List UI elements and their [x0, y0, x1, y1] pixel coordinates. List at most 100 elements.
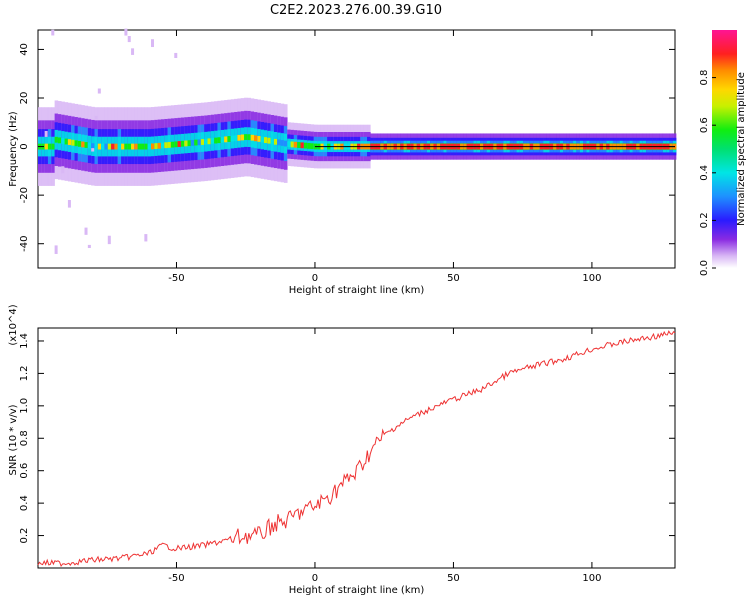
spectrogram-cell: [200, 139, 205, 145]
spectrogram-panel: -50 0 50 100 -40 -20 0 20 40 Height of straight…: [8, 28, 677, 296]
snr-x-axis-label: Height of straight line (km): [289, 585, 425, 596]
spectrogram-cell: [220, 136, 225, 143]
spectrogram-cell: [257, 135, 261, 142]
spectrogram-cell: [280, 140, 285, 146]
spectrogram-cell: [64, 138, 69, 145]
spectrogram-cell: [147, 143, 152, 150]
spectrogram-cell: [127, 143, 132, 150]
spectrogram-cell: [260, 136, 265, 143]
x-tick-label: 0: [312, 273, 318, 284]
spectrogram-cell: [137, 143, 142, 150]
y-tick-label: 1.4: [19, 333, 30, 349]
spectrogram-cell: [51, 143, 55, 150]
spectrogram-cell: [61, 138, 65, 144]
snr-y-multiplier: (x10^4): [8, 304, 19, 345]
spectrogram-cell: [217, 137, 222, 144]
spectrogram-cell: [84, 142, 89, 148]
spectrogram-cell: [177, 141, 182, 147]
colorbar-tick-label: 0.4: [699, 165, 710, 181]
y-tick-label: 0.4: [19, 495, 30, 511]
spectrogram-cell: [81, 141, 85, 148]
spectrogram-cell: [44, 143, 49, 150]
spectrogram-cell: [247, 134, 251, 141]
spectrogram-cell: [47, 143, 52, 150]
spectrogram-y-axis: -40 -20 0 20 40: [19, 43, 675, 252]
colorbar-tick-label: 0.6: [699, 117, 710, 133]
spectrogram-cell: [310, 143, 315, 150]
spectrogram-cell: [254, 135, 258, 142]
colorbar-tick-label: 0.2: [699, 212, 710, 228]
spectrogram-cell: [131, 143, 135, 150]
spectrogram-cell: [214, 137, 218, 144]
snr-y-axis: 0.2 0.4 0.6 0.8 1.0 1.2 1.4: [19, 333, 675, 544]
spectrogram-cell: [210, 138, 215, 144]
spectrogram-cell: [267, 137, 271, 144]
y-tick-label: 40: [19, 43, 30, 56]
spectrogram-cell: [107, 143, 112, 150]
spectrogram-cell: [94, 115, 98, 120]
spectrogram-cell: [74, 140, 79, 147]
spectrogram-cell: [141, 143, 145, 150]
spectrogram-cell: [174, 52, 178, 59]
spectrogram-cell: [244, 134, 248, 140]
spectrogram-cell: [87, 142, 92, 149]
colorbar-tick-label: 0.8: [699, 70, 710, 86]
figure-title: C2E2.2023.276.00.39.G10: [270, 3, 442, 18]
y-tick-label: -40: [19, 236, 30, 252]
y-tick-label: 1.2: [19, 365, 30, 381]
spectrogram-cell: [150, 39, 154, 48]
spectrogram-cell: [127, 35, 131, 43]
y-tick-label: 0.2: [19, 528, 30, 544]
spectrogram-cell: [77, 140, 82, 147]
spectrogram-cell: [107, 235, 111, 245]
spectrogram-x-axis: -50 0 50 100: [168, 30, 601, 284]
spectrogram-cell: [160, 142, 165, 149]
spectrogram-cell: [157, 142, 162, 149]
colorbar: 0.0 0.2 0.4 0.6 0.8 Normalized spectral ampl…: [699, 30, 747, 276]
spectrogram-cell: [273, 138, 278, 145]
spectrogram-cell: [91, 148, 95, 152]
snr-panel: -50 0 50 100 0.2 0.4 0.6 0.8 1.0 1.2 1.4 Height o…: [8, 304, 676, 596]
y-tick-label: 0: [19, 143, 30, 149]
spectrogram-cell: [290, 141, 295, 148]
y-tick-label: 0.8: [19, 430, 30, 446]
spectrogram-cell: [167, 142, 172, 148]
spectrogram-cell: [303, 142, 308, 149]
snr-x-axis: -50 0 50 100: [168, 328, 601, 584]
spectrogram-cell: [170, 141, 175, 148]
spectrogram-cell: [87, 244, 91, 249]
spectrogram-cell: [131, 48, 135, 55]
spectrogram-cell: [54, 245, 58, 254]
spectrogram-cell: [67, 139, 72, 146]
spectrogram-cell: [297, 142, 301, 148]
spectrogram-cell: [84, 227, 88, 235]
spectrogram-cell: [54, 136, 59, 143]
spectrogram-cell: [194, 139, 198, 146]
spectrogram-cell: [101, 143, 105, 150]
colorbar-label: Normalized spectral amplitude: [736, 72, 747, 226]
x-tick-label: 50: [447, 573, 460, 584]
spectrogram-cell: [263, 137, 268, 143]
spectrogram-cell: [300, 142, 305, 149]
spectrogram-cell: [114, 143, 119, 150]
spectrogram-y-axis-label: Frequency (Hz): [8, 111, 19, 187]
y-tick-label: 1.0: [19, 398, 30, 414]
spectrogram-cells: [38, 28, 677, 254]
spectrogram-cell: [144, 234, 148, 242]
spectrogram-cell: [97, 88, 101, 94]
spectrogram-cell: [150, 143, 155, 150]
snr-plot-frame: [37, 327, 676, 569]
spectrogram-cell: [51, 29, 55, 36]
spectrogram-cell: [180, 140, 185, 147]
spectrogram-cell: [187, 140, 192, 147]
spectrogram-cell: [111, 143, 115, 150]
spectrogram-cell: [91, 143, 95, 150]
y-tick-label: 20: [19, 92, 30, 105]
spectrogram-cell: [94, 143, 99, 150]
snr-data-points: [38, 333, 675, 563]
spectrogram-cell: [270, 138, 275, 145]
spectrogram-cell: [184, 140, 188, 147]
x-tick-label: -50: [168, 273, 184, 284]
spectrogram-cell: [164, 142, 168, 149]
